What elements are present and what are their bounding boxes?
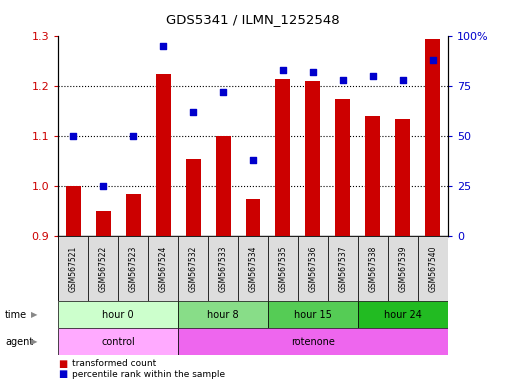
Bar	[268, 301, 357, 328]
Bar	[425, 39, 439, 236]
Point	[248, 157, 257, 163]
Point	[278, 67, 286, 73]
Text: GSM567536: GSM567536	[308, 245, 317, 292]
Text: GDS5341 / ILMN_1252548: GDS5341 / ILMN_1252548	[166, 13, 339, 26]
Bar	[88, 236, 118, 301]
Text: GSM567524: GSM567524	[158, 246, 167, 292]
Point	[219, 89, 227, 96]
Bar	[185, 159, 200, 236]
Text: GSM567533: GSM567533	[218, 245, 227, 292]
Bar	[297, 236, 327, 301]
Text: rotenone: rotenone	[290, 337, 334, 347]
Bar	[357, 301, 447, 328]
Text: GSM567539: GSM567539	[397, 245, 407, 292]
Text: control: control	[101, 337, 135, 347]
Text: hour 24: hour 24	[383, 310, 421, 320]
Point	[368, 73, 376, 79]
Bar	[387, 236, 417, 301]
Text: GSM567522: GSM567522	[98, 246, 108, 292]
Text: hour 15: hour 15	[293, 310, 331, 320]
Bar	[156, 74, 170, 236]
Text: ▶: ▶	[31, 337, 37, 346]
Bar	[58, 236, 88, 301]
Text: GSM567537: GSM567537	[338, 245, 347, 292]
Text: GSM567532: GSM567532	[188, 246, 197, 292]
Point	[99, 183, 107, 189]
Text: GSM567535: GSM567535	[278, 245, 287, 292]
Bar	[58, 301, 178, 328]
Bar	[365, 116, 380, 236]
Bar	[237, 236, 268, 301]
Text: GSM567523: GSM567523	[128, 246, 137, 292]
Point	[129, 133, 137, 139]
Bar	[178, 236, 208, 301]
Bar	[268, 236, 297, 301]
Text: GSM567534: GSM567534	[248, 245, 257, 292]
Bar	[178, 328, 447, 355]
Text: agent: agent	[5, 337, 33, 347]
Text: ■: ■	[58, 359, 67, 369]
Point	[189, 109, 197, 116]
Bar	[148, 236, 178, 301]
Bar	[357, 236, 387, 301]
Point	[159, 43, 167, 50]
Bar	[305, 81, 320, 236]
Bar	[118, 236, 148, 301]
Text: GSM567538: GSM567538	[368, 246, 377, 292]
Bar	[215, 136, 230, 236]
Text: ▶: ▶	[31, 310, 37, 319]
Bar	[66, 186, 80, 236]
Bar	[245, 199, 260, 236]
Bar	[275, 79, 290, 236]
Text: hour 8: hour 8	[207, 310, 238, 320]
Point	[308, 70, 316, 76]
Point	[428, 57, 436, 63]
Text: GSM567540: GSM567540	[427, 245, 436, 292]
Text: ■: ■	[58, 369, 67, 379]
Text: hour 0: hour 0	[102, 310, 134, 320]
Bar	[58, 328, 178, 355]
Bar	[208, 236, 237, 301]
Bar	[394, 119, 410, 236]
Bar	[95, 211, 111, 236]
Point	[69, 133, 77, 139]
Point	[398, 77, 406, 83]
Bar	[327, 236, 357, 301]
Point	[338, 77, 346, 83]
Bar	[335, 99, 349, 236]
Bar	[178, 301, 268, 328]
Text: GSM567521: GSM567521	[69, 246, 78, 292]
Bar	[417, 236, 447, 301]
Text: transformed count: transformed count	[72, 359, 157, 368]
Text: percentile rank within the sample: percentile rank within the sample	[72, 370, 225, 379]
Text: time: time	[5, 310, 27, 320]
Bar	[125, 194, 140, 236]
